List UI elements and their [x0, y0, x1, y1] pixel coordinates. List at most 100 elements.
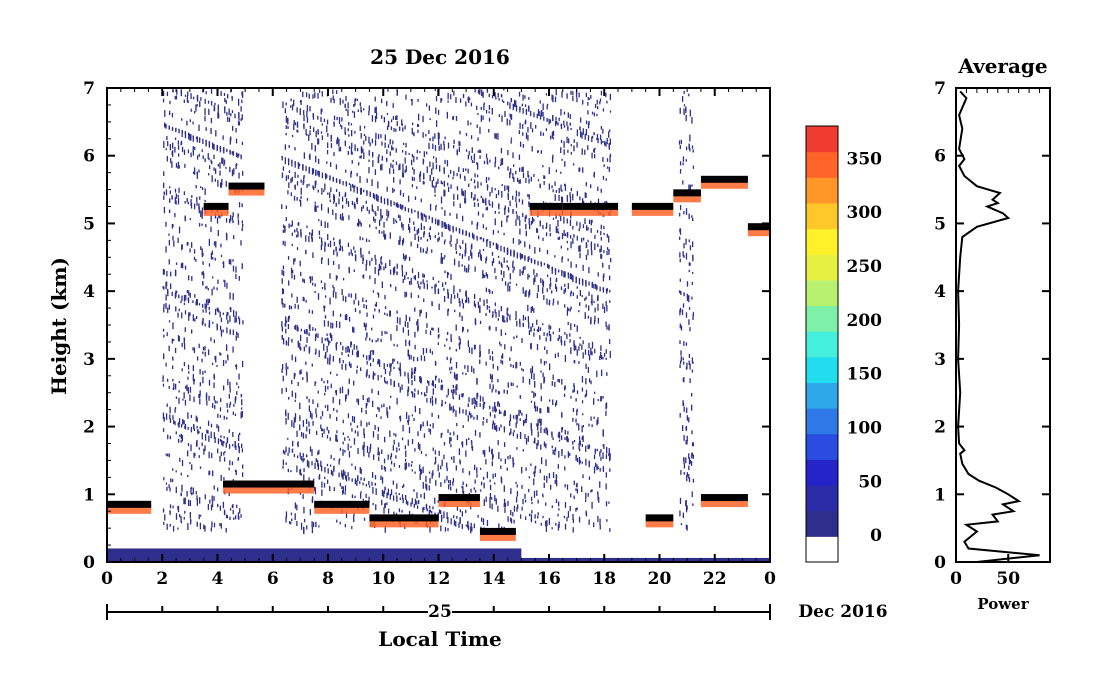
noise-speck: [570, 187, 573, 192]
noise-speck: [213, 375, 216, 380]
noise-speck: [169, 198, 171, 203]
noise-speck: [683, 458, 685, 464]
noise-speck: [222, 385, 225, 391]
noise-speck: [692, 271, 694, 274]
cloud-echo-edge: [223, 483, 315, 494]
noise-speck: [417, 442, 420, 449]
noise-speck: [543, 360, 546, 366]
noise-speck: [296, 107, 298, 113]
noise-speck: [473, 202, 476, 207]
noise-speck: [363, 450, 365, 457]
noise-speck: [308, 461, 310, 468]
noise-speck: [353, 202, 356, 208]
noise-speck: [437, 334, 440, 339]
noise-speck: [371, 472, 374, 478]
noise-speck: [597, 106, 599, 110]
noise-speck: [602, 356, 604, 360]
noise-speck: [399, 179, 401, 185]
noise-speck: [465, 483, 468, 487]
noise-speck: [229, 166, 231, 173]
noise-speck: [312, 185, 314, 189]
noise-speck: [435, 398, 437, 402]
noise-speck: [282, 375, 284, 382]
noise-speck: [453, 258, 456, 266]
noise-speck: [414, 448, 416, 452]
noise-speck: [174, 188, 177, 193]
noise-speck: [552, 302, 554, 306]
noise-speck: [163, 416, 165, 422]
noise-speck: [513, 99, 516, 107]
noise-speck: [515, 496, 518, 503]
noise-speck: [503, 88, 505, 91]
noise-speck: [404, 445, 406, 450]
noise-speck: [317, 138, 320, 145]
noise-speck: [576, 457, 579, 463]
noise-speck: [405, 254, 407, 260]
noise-speck: [432, 276, 434, 281]
noise-speck: [606, 233, 608, 238]
noise-speck: [395, 148, 397, 153]
noise-speck: [683, 406, 685, 412]
noise-speck: [326, 125, 328, 133]
noise-speck: [515, 361, 518, 369]
noise-speck: [335, 164, 338, 170]
noise-speck: [201, 248, 203, 256]
noise-speck: [350, 147, 353, 155]
noise-speck: [533, 278, 535, 285]
noise-speck: [326, 149, 329, 155]
noise-speck: [383, 116, 386, 123]
noise-speck: [515, 202, 518, 208]
noise-speck: [515, 422, 517, 428]
noise-speck: [366, 259, 368, 266]
noise-speck: [679, 278, 681, 282]
noise-speck: [509, 357, 511, 361]
noise-speck: [540, 262, 542, 267]
noise-speck: [524, 418, 526, 422]
noise-speck: [204, 108, 206, 115]
noise-speck: [606, 247, 609, 250]
noise-speck: [476, 236, 478, 241]
noise-speck: [573, 480, 575, 485]
noise-speck: [333, 241, 336, 246]
noise-speck: [476, 415, 478, 421]
noise-speck: [535, 124, 537, 129]
noise-speck: [314, 486, 316, 492]
noise-speck: [570, 306, 572, 310]
noise-speck: [383, 491, 385, 498]
noise-speck: [320, 257, 323, 264]
noise-speck: [169, 418, 172, 423]
average-x-axis-label: Power: [977, 595, 1029, 613]
noise-speck: [579, 343, 581, 347]
noise-speck: [291, 518, 293, 522]
noise-speck: [162, 428, 165, 432]
noise-speck: [581, 148, 583, 155]
noise-speck: [287, 190, 289, 195]
noise-speck: [429, 227, 431, 231]
noise-speck: [356, 365, 358, 368]
noise-speck: [165, 294, 167, 301]
noise-speck: [205, 140, 207, 146]
noise-speck: [344, 127, 346, 134]
noise-speck: [528, 194, 530, 200]
noise-speck: [217, 438, 220, 445]
noise-speck: [190, 444, 192, 452]
noise-speck: [181, 488, 183, 492]
cloud-echo-core: [529, 202, 563, 210]
noise-speck: [685, 499, 687, 507]
noise-speck: [519, 514, 522, 519]
noise-speck: [380, 265, 382, 270]
noise-speck: [438, 450, 440, 456]
noise-speck: [572, 446, 574, 450]
noise-speck: [328, 340, 330, 346]
noise-speck: [494, 133, 496, 139]
noise-speck: [281, 204, 283, 210]
noise-speck: [525, 132, 528, 139]
noise-speck: [497, 230, 499, 233]
noise-speck: [461, 326, 464, 333]
noise-speck: [241, 114, 243, 120]
noise-speck: [323, 381, 325, 384]
noise-speck: [335, 202, 337, 207]
noise-speck: [605, 357, 607, 360]
noise-speck: [456, 172, 458, 177]
noise-speck: [432, 136, 434, 142]
